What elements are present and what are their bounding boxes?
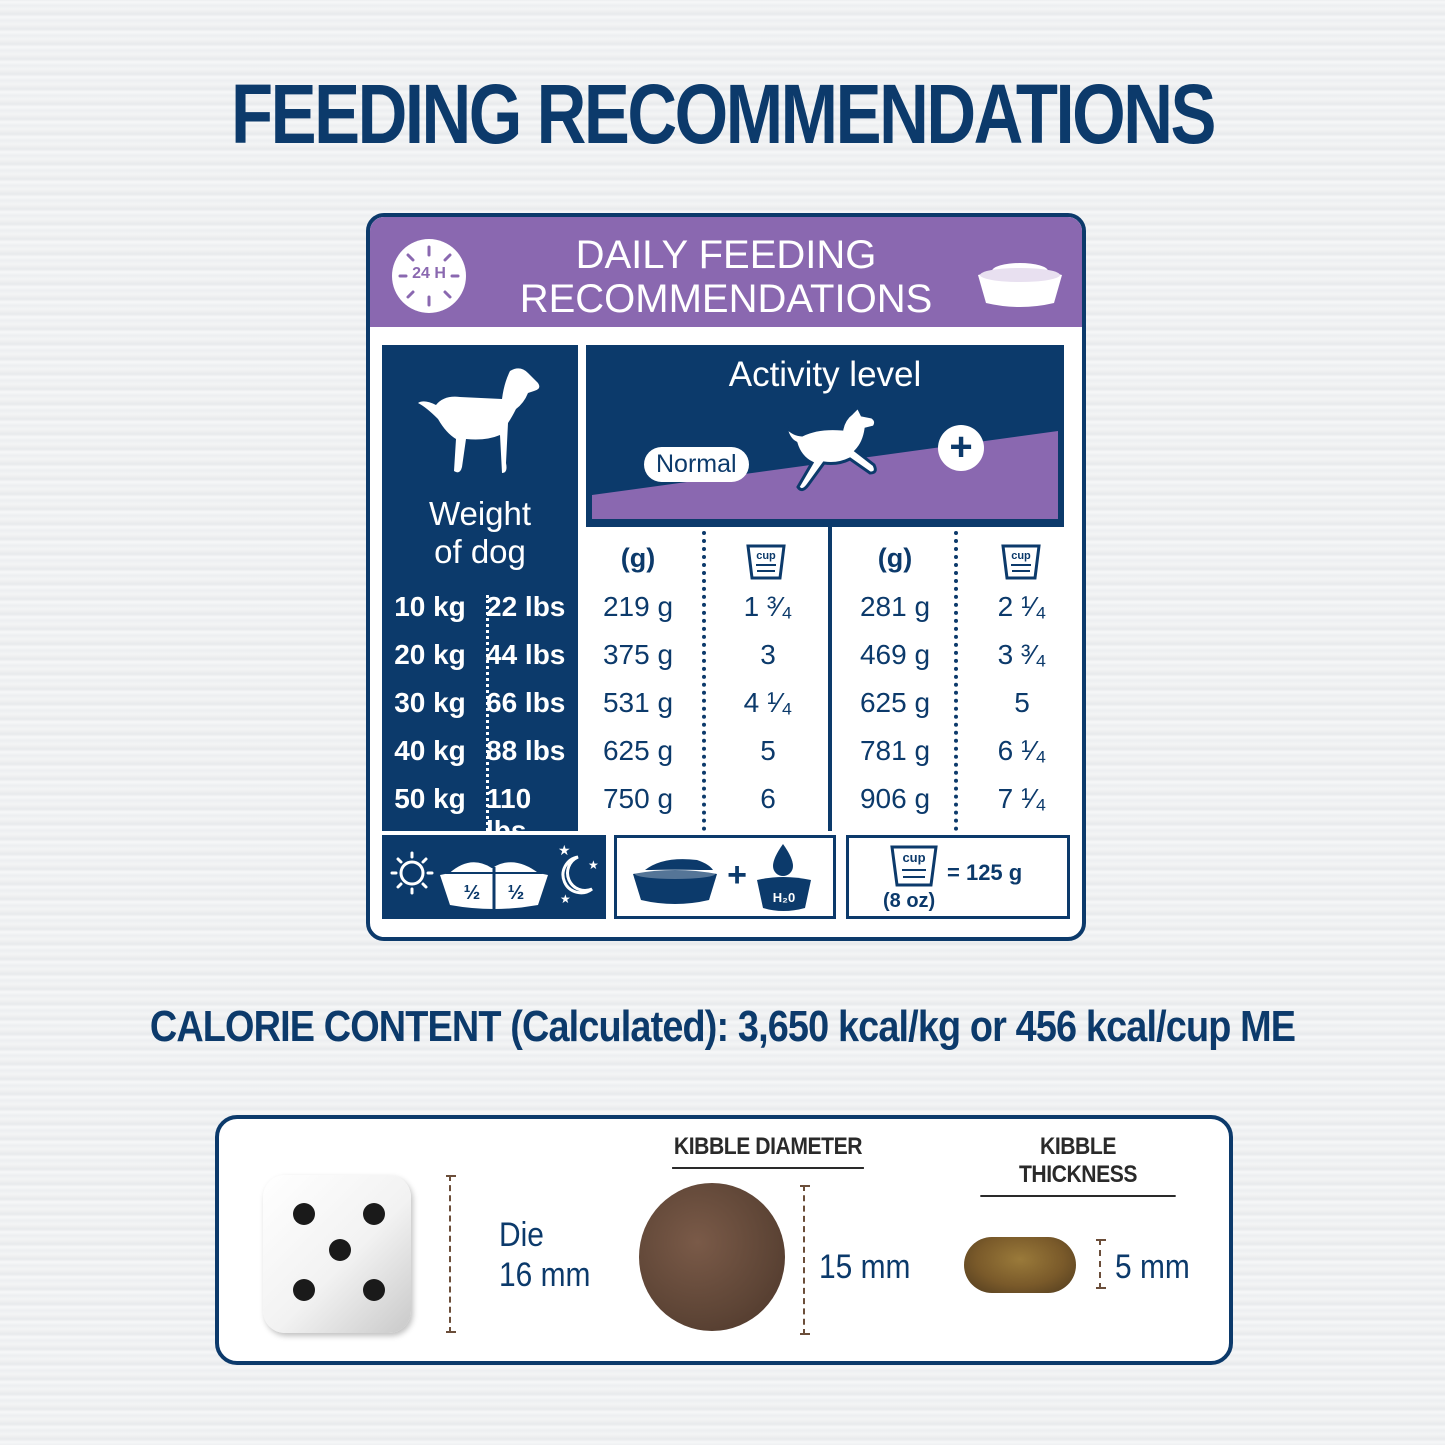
weight-kg: 40 kg	[394, 735, 466, 766]
normal-cups: 1 ³⁄₄	[743, 591, 793, 622]
high-cups: 7 ¹⁄₄	[997, 783, 1047, 814]
normal-grams: 531 g	[602, 687, 674, 718]
svg-text:½: ½	[464, 882, 481, 904]
weight-lbs: 44 lbs	[486, 639, 566, 670]
svg-text:cup: cup	[1011, 550, 1031, 562]
grams-header-high: (g)	[877, 543, 913, 573]
cup-icon: cup	[746, 544, 786, 580]
die-pip	[293, 1203, 315, 1225]
diameter-measure-line	[800, 1185, 810, 1335]
water-bowl-icon: H₂0	[757, 844, 811, 911]
high-cups: 6 ¹⁄₄	[997, 735, 1047, 766]
die-measure-line	[446, 1175, 456, 1333]
weight-column: Weight of dog	[382, 345, 578, 831]
normal-grams: 375 g	[602, 639, 674, 670]
plus-icon: +	[938, 425, 984, 471]
weight-lbs: 22 lbs	[486, 591, 566, 622]
column-divider	[702, 531, 706, 831]
split-meals-panel: ½ ½ ★ ★ ★	[382, 835, 606, 919]
high-cups: 3 ³⁄₄	[997, 639, 1047, 670]
normal-grams: 625 g	[602, 735, 674, 766]
kibble-thickness-heading: KIBBLE THICKNESS	[980, 1133, 1176, 1197]
kibble-side-image	[964, 1237, 1076, 1293]
food-bowl-icon	[633, 859, 717, 904]
page-title: FEEDING RECOMMENDATIONS	[230, 67, 1216, 161]
cup-conversion-panel: cup = 125 g (8 oz)	[846, 835, 1070, 919]
kibble-size-card: Die 16 mm KIBBLE DIAMETER 15 mm KIBBLE T…	[215, 1115, 1233, 1365]
running-dog-icon	[783, 404, 878, 492]
normal-cups: 6	[760, 783, 776, 814]
svg-text:★: ★	[560, 892, 571, 906]
table-row: 20 kg 44 lbs 375 g 3 469 g 3 ³⁄₄	[370, 639, 1082, 687]
die-pip	[363, 1203, 385, 1225]
weight-kg: 10 kg	[394, 591, 466, 622]
kibble-diameter-heading: KIBBLE DIAMETER	[672, 1133, 864, 1169]
die-pip	[293, 1279, 315, 1301]
activity-title: Activity level	[728, 355, 922, 394]
high-grams: 281 g	[859, 591, 931, 622]
column-divider	[954, 531, 958, 831]
svg-text:cup: cup	[756, 550, 776, 562]
thickness-measure-line	[1096, 1239, 1106, 1289]
high-cups: 5	[1014, 687, 1030, 718]
weight-label: Weight of dog	[428, 495, 532, 570]
cup-grams-equivalent: = 125 g	[947, 860, 1023, 885]
svg-text:H₂0: H₂0	[773, 890, 795, 905]
dog-icon	[418, 368, 540, 473]
cup-ounces: (8 oz)	[883, 890, 936, 912]
table-row: 10 kg 22 lbs 219 g 1 ³⁄₄ 281 g 2 ¹⁄₄	[370, 591, 1082, 639]
normal-grams: 750 g	[602, 783, 674, 814]
kibble-round-image	[639, 1183, 785, 1331]
high-grams: 469 g	[859, 639, 931, 670]
normal-cups: 4 ¹⁄₄	[743, 687, 793, 718]
die-pip	[363, 1279, 385, 1301]
grams-header-normal: (g)	[620, 543, 656, 573]
weight-kg: 20 kg	[394, 639, 466, 670]
high-cups: 2 ¹⁄₄	[997, 591, 1047, 622]
column-divider	[828, 527, 832, 831]
normal-activity-badge: Normal	[644, 447, 749, 482]
calorie-content: CALORIE CONTENT (Calculated): 3,650 kcal…	[149, 1002, 1296, 1051]
svg-text:½: ½	[508, 882, 525, 904]
cup-icon: cup	[890, 845, 938, 887]
clock-label: 24 H	[412, 265, 446, 282]
card-header: 24 H DAILY FEEDING RECOMMENDATIONS	[370, 217, 1082, 327]
die-image	[263, 1175, 411, 1333]
activity-panel: Activity level Normal +	[586, 345, 1064, 527]
die-size-label: Die 16 mm	[499, 1216, 591, 1294]
weight-lbs: 88 lbs	[486, 735, 566, 766]
food-bowl-icon	[978, 263, 1062, 307]
svg-text:★: ★	[588, 858, 599, 872]
normal-cups: 3	[760, 639, 776, 670]
high-grams: 781 g	[859, 735, 931, 766]
die-pip	[329, 1239, 351, 1261]
high-grams: 625 g	[859, 687, 931, 718]
feeding-card: 24 H DAILY FEEDING RECOMMENDATIONS Weigh…	[366, 213, 1086, 941]
svg-text:★: ★	[558, 843, 571, 859]
table-row: 30 kg 66 lbs 531 g 4 ¹⁄₄ 625 g 5	[370, 687, 1082, 735]
sun-icon	[390, 851, 434, 895]
normal-cups: 5	[760, 735, 776, 766]
weight-lbs: 66 lbs	[486, 687, 566, 718]
cup-icon: cup	[1001, 544, 1041, 580]
weight-kg: 30 kg	[394, 687, 466, 718]
kibble-thickness-value: 5 mm	[1115, 1248, 1190, 1286]
clock-24h-icon: 24 H	[392, 239, 466, 313]
kibble-diameter-value: 15 mm	[819, 1248, 911, 1286]
weight-kg: 50 kg	[394, 783, 466, 814]
high-grams: 906 g	[859, 783, 931, 814]
svg-text:cup: cup	[902, 850, 925, 865]
svg-text:+: +	[727, 856, 747, 894]
card-header-title: DAILY FEEDING RECOMMENDATIONS	[519, 233, 933, 321]
table-row: 40 kg 88 lbs 625 g 5 781 g 6 ¹⁄₄	[370, 735, 1082, 783]
moon-icon: ★ ★ ★	[558, 843, 599, 906]
weight-divider	[486, 595, 489, 831]
food-plus-water-panel: + H₂0	[614, 835, 836, 919]
table-row: 50 kg 110 lbs 750 g 6 906 g 7 ¹⁄₄	[370, 783, 1082, 846]
half-bowls-icon: ½ ½	[440, 860, 548, 909]
normal-grams: 219 g	[602, 591, 674, 622]
